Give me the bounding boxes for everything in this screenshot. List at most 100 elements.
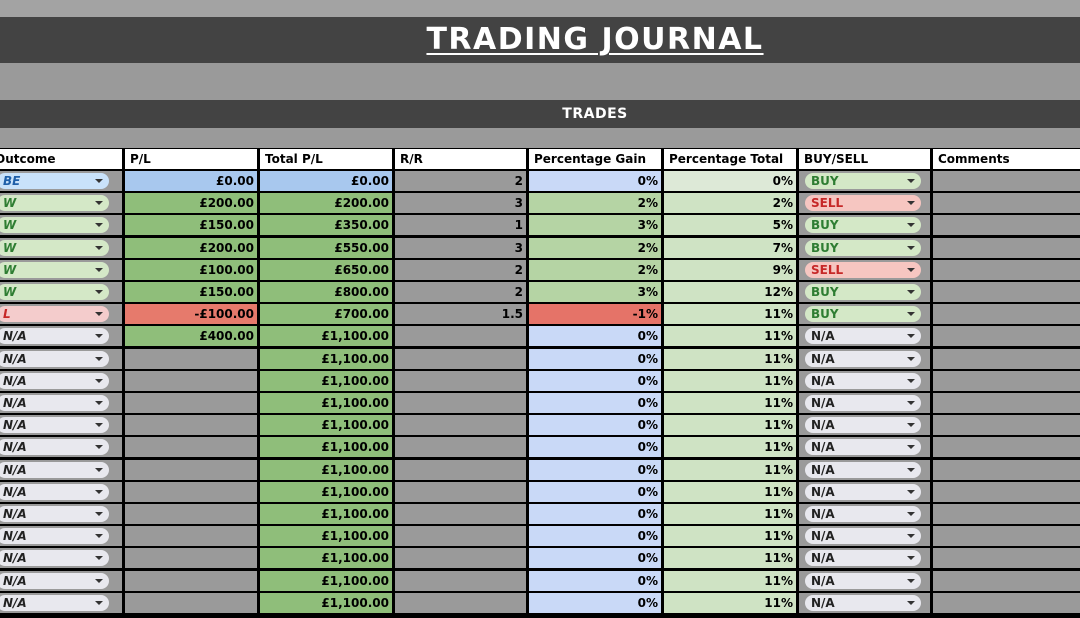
rr-cell[interactable]: 2 [395, 259, 526, 280]
outcome-dropdown[interactable]: N/A [0, 372, 109, 389]
total-pl-cell[interactable]: £1,100.00 [260, 526, 392, 547]
total-pl-cell[interactable]: £0.00 [260, 171, 392, 191]
percentage-total-cell[interactable]: 11% [664, 437, 796, 458]
pl-cell[interactable] [125, 348, 257, 369]
outcome-dropdown[interactable]: N/A [0, 506, 109, 522]
outcome-dropdown[interactable]: W [0, 195, 109, 212]
percentage-gain-cell[interactable]: 0% [529, 459, 661, 480]
percentage-total-cell[interactable]: 11% [664, 326, 796, 347]
percentage-total-cell[interactable]: 11% [664, 459, 796, 480]
outcome-dropdown[interactable]: N/A [0, 572, 109, 589]
total-pl-cell[interactable]: £1,100.00 [260, 548, 392, 569]
rr-cell[interactable] [395, 437, 526, 458]
buy-sell-dropdown[interactable]: N/A [805, 483, 921, 500]
percentage-gain-cell[interactable]: 0% [529, 437, 661, 458]
pl-cell[interactable] [125, 548, 257, 569]
outcome-dropdown[interactable]: W [0, 284, 109, 300]
outcome-dropdown[interactable]: N/A [0, 594, 109, 611]
buy-sell-dropdown[interactable]: N/A [805, 328, 921, 345]
percentage-gain-cell[interactable]: 2% [529, 259, 661, 280]
total-pl-cell[interactable]: £800.00 [260, 282, 392, 302]
comments-cell[interactable] [933, 348, 1080, 369]
percentage-total-cell[interactable]: 11% [664, 415, 796, 436]
pl-cell[interactable]: £150.00 [125, 282, 257, 302]
pl-cell[interactable]: £200.00 [125, 237, 257, 258]
rr-cell[interactable] [395, 570, 526, 591]
total-pl-cell[interactable]: £1,100.00 [260, 370, 392, 391]
rr-cell[interactable] [395, 393, 526, 413]
percentage-total-cell[interactable]: 7% [664, 237, 796, 258]
comments-cell[interactable] [933, 415, 1080, 436]
pl-cell[interactable]: £400.00 [125, 326, 257, 347]
outcome-dropdown[interactable]: W [0, 217, 109, 234]
buy-sell-dropdown[interactable]: BUY [805, 239, 921, 256]
percentage-gain-cell[interactable]: 0% [529, 570, 661, 591]
percentage-total-cell[interactable]: 11% [664, 304, 796, 325]
pl-cell[interactable]: £150.00 [125, 215, 257, 236]
pl-cell[interactable] [125, 570, 257, 591]
percentage-gain-cell[interactable]: -1% [529, 304, 661, 325]
percentage-gain-cell[interactable]: 0% [529, 592, 661, 613]
buy-sell-dropdown[interactable]: SELL [805, 261, 921, 278]
buy-sell-dropdown[interactable]: N/A [805, 439, 921, 456]
percentage-total-cell[interactable]: 0% [664, 171, 796, 191]
total-pl-cell[interactable]: £1,100.00 [260, 437, 392, 458]
percentage-gain-cell[interactable]: 0% [529, 415, 661, 436]
pl-cell[interactable]: -£100.00 [125, 304, 257, 325]
comments-cell[interactable] [933, 259, 1080, 280]
percentage-gain-cell[interactable]: 0% [529, 171, 661, 191]
comments-cell[interactable] [933, 504, 1080, 524]
buy-sell-dropdown[interactable]: N/A [805, 550, 921, 567]
outcome-dropdown[interactable]: N/A [0, 483, 109, 500]
outcome-dropdown[interactable]: N/A [0, 417, 109, 434]
buy-sell-dropdown[interactable]: N/A [805, 506, 921, 522]
pl-cell[interactable] [125, 370, 257, 391]
percentage-gain-cell[interactable]: 0% [529, 393, 661, 413]
rr-cell[interactable]: 3 [395, 193, 526, 214]
percentage-gain-cell[interactable]: 0% [529, 504, 661, 524]
comments-cell[interactable] [933, 459, 1080, 480]
pl-cell[interactable]: £0.00 [125, 171, 257, 191]
rr-cell[interactable]: 1 [395, 215, 526, 236]
rr-cell[interactable] [395, 504, 526, 524]
outcome-dropdown[interactable]: BE [0, 173, 109, 189]
percentage-total-cell[interactable]: 11% [664, 370, 796, 391]
comments-cell[interactable] [933, 548, 1080, 569]
rr-cell[interactable] [395, 415, 526, 436]
comments-cell[interactable] [933, 526, 1080, 547]
total-pl-cell[interactable]: £350.00 [260, 215, 392, 236]
buy-sell-dropdown[interactable]: BUY [805, 284, 921, 300]
percentage-gain-cell[interactable]: 0% [529, 370, 661, 391]
percentage-gain-cell[interactable]: 0% [529, 326, 661, 347]
buy-sell-dropdown[interactable]: BUY [805, 217, 921, 234]
total-pl-cell[interactable]: £200.00 [260, 193, 392, 214]
comments-cell[interactable] [933, 370, 1080, 391]
total-pl-cell[interactable]: £1,100.00 [260, 592, 392, 613]
rr-cell[interactable] [395, 348, 526, 369]
buy-sell-dropdown[interactable]: SELL [805, 195, 921, 212]
percentage-total-cell[interactable]: 2% [664, 193, 796, 214]
outcome-dropdown[interactable]: N/A [0, 350, 109, 367]
total-pl-cell[interactable]: £1,100.00 [260, 570, 392, 591]
outcome-dropdown[interactable]: W [0, 261, 109, 278]
comments-cell[interactable] [933, 215, 1080, 236]
comments-cell[interactable] [933, 282, 1080, 302]
percentage-total-cell[interactable]: 11% [664, 592, 796, 613]
outcome-dropdown[interactable]: N/A [0, 528, 109, 545]
pl-cell[interactable] [125, 526, 257, 547]
percentage-total-cell[interactable]: 12% [664, 282, 796, 302]
pl-cell[interactable]: £100.00 [125, 259, 257, 280]
pl-cell[interactable] [125, 393, 257, 413]
outcome-dropdown[interactable]: L [0, 306, 109, 323]
rr-cell[interactable]: 2 [395, 282, 526, 302]
percentage-total-cell[interactable]: 11% [664, 570, 796, 591]
pl-cell[interactable] [125, 459, 257, 480]
outcome-dropdown[interactable]: N/A [0, 461, 109, 478]
comments-cell[interactable] [933, 592, 1080, 613]
buy-sell-dropdown[interactable]: N/A [805, 417, 921, 434]
percentage-gain-cell[interactable]: 3% [529, 215, 661, 236]
comments-cell[interactable] [933, 171, 1080, 191]
percentage-gain-cell[interactable]: 0% [529, 481, 661, 502]
total-pl-cell[interactable]: £1,100.00 [260, 481, 392, 502]
comments-cell[interactable] [933, 393, 1080, 413]
